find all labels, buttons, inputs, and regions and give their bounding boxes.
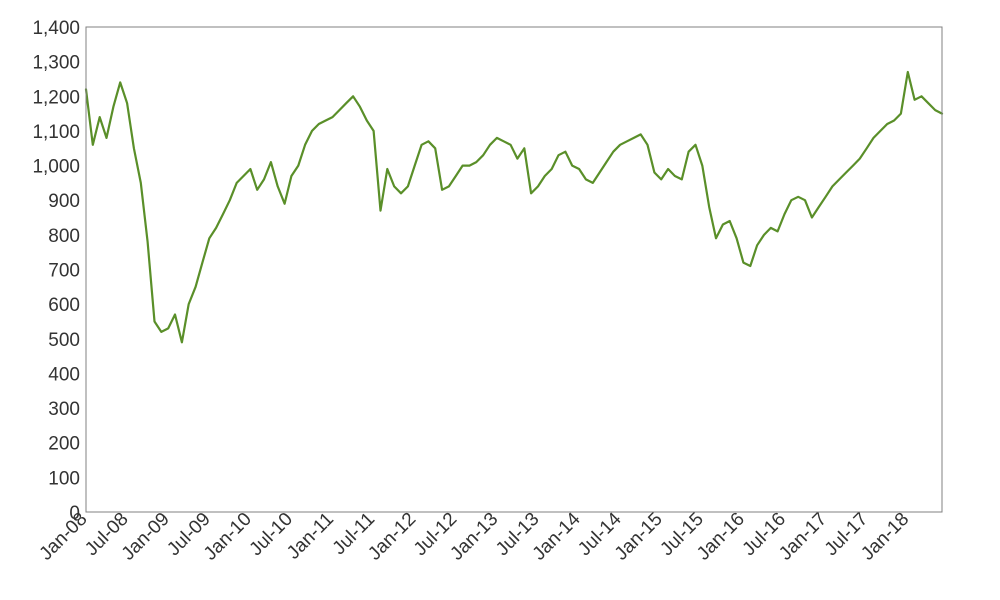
plot-frame: [85, 26, 943, 513]
y-tick-label: 1,000: [32, 157, 80, 178]
x-axis: Jan-08Jul-08Jan-09Jul-09Jan-10Jul-10Jan-…: [36, 508, 914, 564]
y-tick-label: 1,300: [32, 53, 80, 74]
y-tick-label: 400: [48, 364, 80, 385]
series-line: [84, 70, 944, 344]
y-tick-label: 600: [48, 295, 80, 316]
y-axis: 0 100 200 300 400 500 600 700 800 900 1,000 1,100 1,…: [32, 18, 80, 524]
y-tick-label: 900: [48, 191, 80, 212]
y-tick-label: 700: [48, 261, 80, 282]
y-tick-label: 200: [48, 434, 80, 455]
y-tick-label: 300: [48, 399, 80, 420]
y-tick-label: 500: [48, 330, 80, 351]
x-tick-label: Jan-08: [36, 509, 92, 565]
x-tick-label: Jan-11: [283, 509, 338, 564]
y-tick-label: 1,400: [32, 18, 80, 39]
y-tick-label: 0: [69, 503, 80, 524]
y-tick-label: 1,100: [32, 122, 80, 143]
y-tick-label: 800: [48, 226, 80, 247]
series-layer: [84, 70, 944, 344]
y-tick-label: 100: [48, 468, 80, 489]
x-tick-label: Jan-14: [529, 508, 585, 564]
y-tick-label: 1,200: [32, 87, 80, 108]
